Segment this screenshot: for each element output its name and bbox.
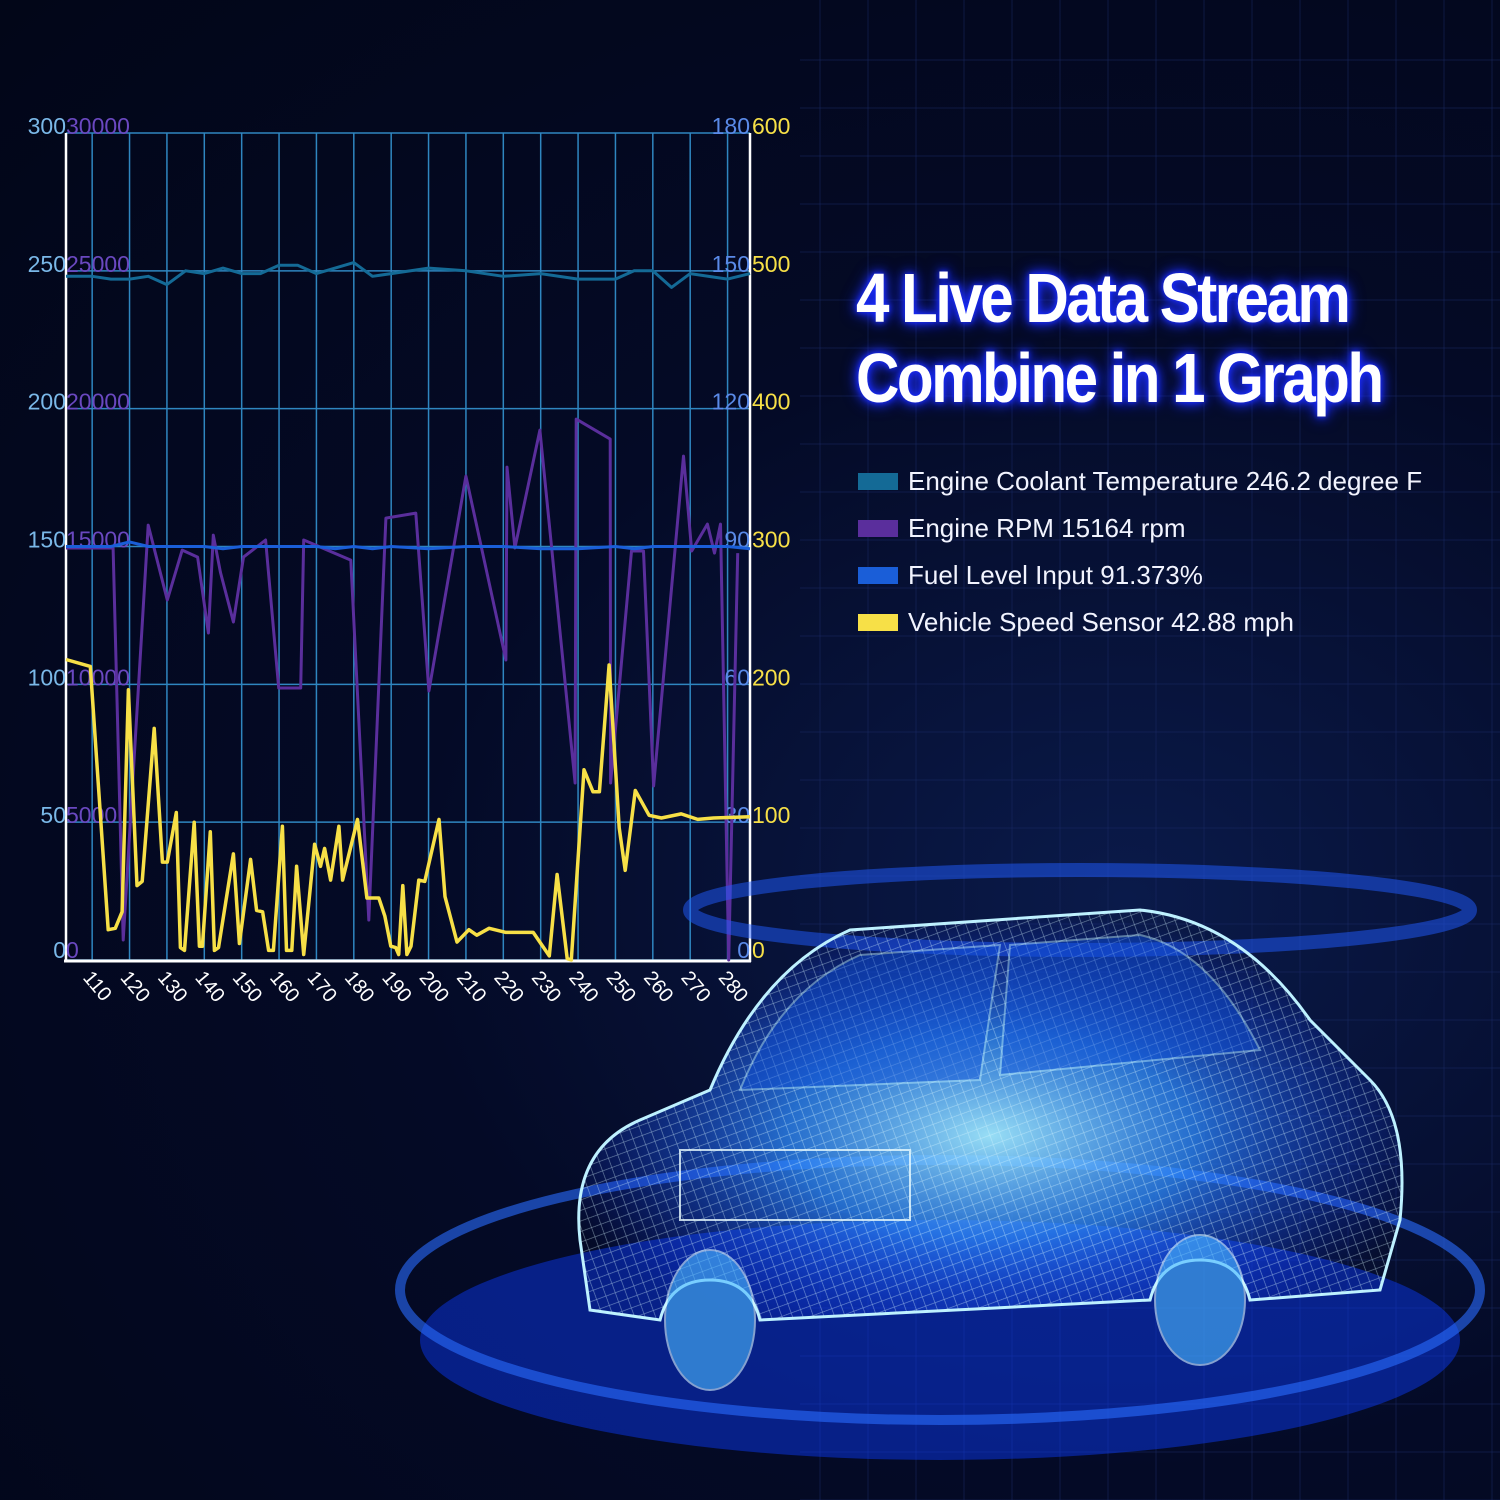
legend-swatch-fuel: [858, 567, 898, 584]
y-tick-label-left-outer: 100: [28, 664, 66, 690]
legend-label-speed: Vehicle Speed Sensor 42.88 mph: [908, 607, 1294, 637]
series-line-fuel-level-input: [66, 540, 751, 551]
y-tick-label-left-outer: 0: [53, 937, 66, 963]
y-tick-label-left-inner: 5000: [66, 802, 117, 828]
x-tick-label: 120: [116, 967, 154, 1007]
y-tick-label-left-outer: 300: [28, 113, 66, 139]
x-tick-label: 170: [303, 967, 341, 1007]
y-tick-label-left-inner: 20000: [66, 389, 130, 415]
legend-item-rpm: Engine RPM 15164 rpm: [858, 505, 1422, 552]
live-data-chart: 110 120 130 140 150 160 170 180 190 200 210 220 230 2…: [28, 113, 791, 1007]
series-line-engine-coolant-temperature: [66, 261, 751, 289]
x-tick-label: 110: [78, 967, 115, 1006]
y-tick-label-right-outer: 200: [752, 664, 790, 690]
legend-item-speed: Vehicle Speed Sensor 42.88 mph: [858, 599, 1422, 646]
chart-legend: Engine Coolant Temperature 246.2 degree …: [858, 458, 1422, 646]
legend-label-fuel: Fuel Level Input 91.373%: [908, 560, 1203, 590]
legend-item-coolant: Engine Coolant Temperature 246.2 degree …: [858, 458, 1422, 505]
legend-item-fuel: Fuel Level Input 91.373%: [858, 552, 1422, 599]
y-tick-label-left-inner: 25000: [66, 251, 130, 277]
series-line-vehicle-speed-sensor: [65, 657, 751, 962]
y-tick-label-right-outer: 300: [752, 527, 790, 553]
y-tick-label-right-outer: 400: [752, 389, 790, 415]
y-tick-label-right-inner: 150: [712, 251, 750, 277]
y-tick-label-left-outer: 50: [40, 802, 66, 828]
x-tick-label: 140: [190, 967, 228, 1007]
x-tick-label: 180: [340, 967, 378, 1007]
y-tick-label-right-inner: 0: [737, 937, 750, 963]
series-line-engine-rpm: [66, 417, 740, 962]
legend-label-rpm: Engine RPM 15164 rpm: [908, 513, 1186, 543]
y-tick-label-right-outer: 500: [752, 251, 790, 277]
y-tick-label-right-inner: 120: [712, 389, 750, 415]
y-tick-label-left-inner: 30000: [66, 113, 130, 139]
y-tick-label-right-outer: 100: [752, 802, 790, 828]
car-body: [577, 908, 1404, 1391]
x-tick-label: 160: [265, 967, 303, 1007]
y-tick-label-right-inner: 180: [712, 113, 750, 139]
y-tick-label-left-outer: 250: [28, 251, 66, 277]
y-tick-label-left-inner: 10000: [66, 664, 130, 690]
y-tick-label-right-outer: 600: [752, 113, 790, 139]
x-tick-label: 150: [228, 967, 266, 1007]
headline-line-2: Combine in 1 Graph: [856, 339, 1384, 417]
y-tick-label-left-inner: 0: [66, 937, 79, 963]
y-tick-label-left-outer: 200: [28, 389, 66, 415]
headline-line-1: 4 Live Data Stream: [856, 259, 1351, 337]
legend-swatch-speed: [858, 614, 898, 631]
legend-swatch-coolant: [858, 473, 898, 490]
headline: 4 Live Data Stream Combine in 1 Graph: [856, 258, 1406, 418]
legend-label-coolant: Engine Coolant Temperature 246.2 degree …: [908, 466, 1423, 496]
y-tick-label-left-outer: 150: [28, 527, 66, 553]
y-tick-label-right-inner: 60: [724, 664, 750, 690]
legend-swatch-rpm: [858, 520, 898, 537]
x-tick-label: 130: [153, 967, 191, 1007]
wireframe-car-illustration: [395, 863, 1485, 1460]
y-tick-label-right-outer: 0: [752, 937, 765, 963]
